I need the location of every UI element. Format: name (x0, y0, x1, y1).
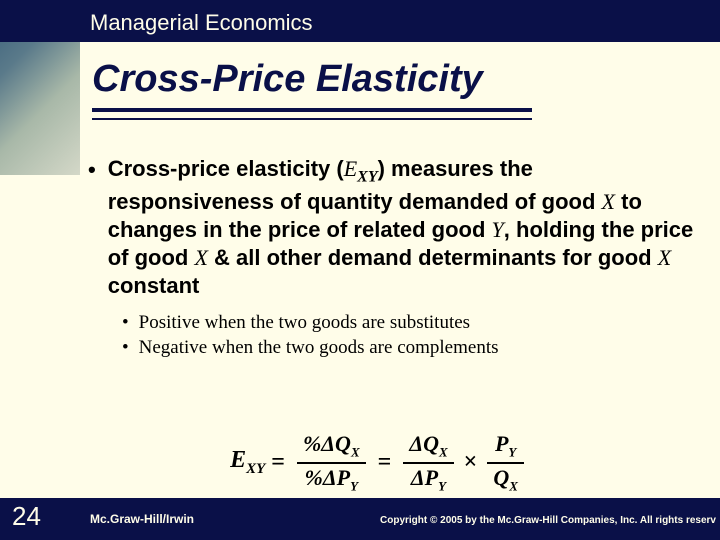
txt: constant (108, 273, 200, 298)
sub-bullet: • Positive when the two goods are substi… (122, 312, 698, 334)
sub-bullet-text: Positive when the two goods are substitu… (139, 312, 470, 334)
footer-band: 24 Mc.Graw-Hill/Irwin Copyright © 2005 b… (0, 498, 720, 540)
bullet-dot-icon: • (88, 157, 96, 300)
frac-num: %ΔQX (297, 430, 366, 462)
bullet-dot-icon: • (122, 337, 129, 359)
num-txt: ΔQ (409, 431, 439, 456)
var-E: E (344, 156, 357, 181)
frac-den: ΔPY (405, 464, 452, 496)
lhs-var: E (230, 447, 246, 473)
good-X: X (658, 245, 671, 270)
frac-den: QX (487, 464, 524, 496)
sub-bullet-text: Negative when the two goods are compleme… (139, 337, 499, 359)
equals-sign: = (271, 449, 285, 476)
formula-lhs: EXY (230, 447, 265, 478)
frac-den: %ΔPY (299, 464, 365, 496)
lhs-sub: XY (246, 461, 265, 477)
fraction-1: %ΔQX %ΔPY (297, 430, 366, 495)
txt: Cross-price elasticity ( (108, 156, 344, 181)
header-region: Managerial Economics Cross-Price Elastic… (0, 0, 720, 150)
den-sub: Y (438, 478, 446, 493)
den-txt: ΔP (411, 465, 438, 490)
times-sign: × (464, 449, 478, 476)
txt: & all other demand determinants for good (208, 245, 658, 270)
content-region: • Cross-price elasticity (EXY) measures … (88, 155, 698, 362)
main-bullet-text: Cross-price elasticity (EXY) measures th… (108, 155, 698, 300)
var-sub-XY: XY (357, 168, 377, 185)
slide-number: 24 (12, 501, 41, 532)
den-sub: X (509, 478, 518, 493)
num-sub: Y (508, 444, 516, 459)
course-title: Managerial Economics (90, 10, 313, 36)
num-sub: X (351, 444, 360, 459)
formula-region: EXY = %ΔQX %ΔPY = ΔQX ΔPY × PY QX (180, 430, 580, 495)
frac-num: ΔQX (403, 430, 453, 462)
num-txt: %ΔQ (303, 431, 351, 456)
fraction-2: ΔQX ΔPY (403, 430, 453, 495)
num-txt: P (495, 431, 508, 456)
good-X: X (194, 245, 207, 270)
main-bullet: • Cross-price elasticity (EXY) measures … (88, 155, 698, 300)
sub-bullet-list: • Positive when the two goods are substi… (122, 312, 698, 359)
sub-bullet: • Negative when the two goods are comple… (122, 337, 698, 359)
good-Y: Y (492, 217, 504, 242)
formula: EXY = %ΔQX %ΔPY = ΔQX ΔPY × PY QX (230, 430, 530, 495)
title-underline-thick (92, 108, 532, 112)
slide-title: Cross-Price Elasticity (92, 58, 483, 101)
den-sub: Y (350, 478, 358, 493)
num-sub: X (439, 444, 448, 459)
publisher-text: Mc.Graw-Hill/Irwin (90, 512, 194, 526)
equals-sign: = (378, 449, 392, 476)
frac-num: PY (489, 430, 522, 462)
fraction-3: PY QX (487, 430, 524, 495)
title-underline-thin (92, 118, 532, 120)
den-txt: %ΔP (305, 465, 351, 490)
den-txt: Q (493, 465, 509, 490)
good-X: X (602, 189, 615, 214)
bullet-dot-icon: • (122, 312, 129, 334)
copyright-text: Copyright © 2005 by the Mc.Graw-Hill Com… (380, 515, 716, 526)
